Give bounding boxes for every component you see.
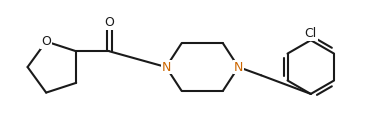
Text: O: O <box>41 35 51 48</box>
Text: O: O <box>104 16 114 29</box>
Text: N: N <box>161 61 171 73</box>
Text: Cl: Cl <box>305 28 317 40</box>
Text: N: N <box>234 61 243 73</box>
